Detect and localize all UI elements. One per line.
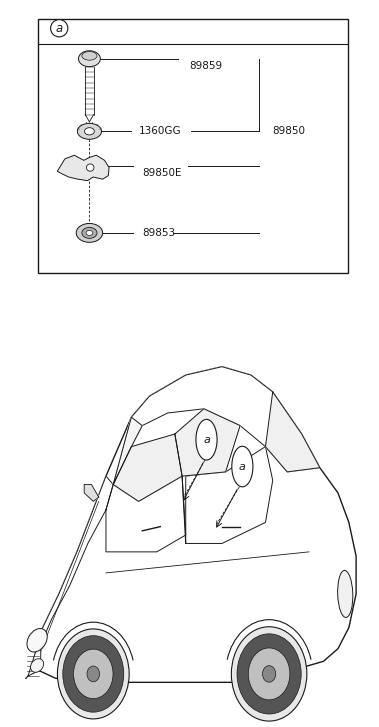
Circle shape: [232, 446, 253, 487]
Circle shape: [196, 419, 217, 460]
Polygon shape: [84, 484, 99, 502]
Ellipse shape: [87, 666, 100, 682]
Ellipse shape: [82, 228, 97, 238]
Ellipse shape: [248, 648, 290, 700]
Polygon shape: [57, 156, 109, 180]
Ellipse shape: [338, 571, 353, 617]
Ellipse shape: [76, 223, 103, 242]
Ellipse shape: [31, 659, 44, 672]
Ellipse shape: [77, 124, 102, 140]
Polygon shape: [38, 19, 348, 273]
Polygon shape: [265, 392, 320, 472]
Text: 1360GG: 1360GG: [138, 126, 181, 136]
Polygon shape: [26, 366, 356, 683]
Polygon shape: [113, 434, 182, 502]
Polygon shape: [113, 417, 142, 484]
Ellipse shape: [63, 635, 124, 712]
Ellipse shape: [74, 649, 113, 699]
Ellipse shape: [263, 666, 276, 682]
Text: 89859: 89859: [190, 61, 222, 71]
Ellipse shape: [86, 230, 93, 236]
Ellipse shape: [85, 128, 94, 135]
Text: a: a: [203, 435, 210, 445]
Ellipse shape: [27, 629, 47, 652]
Ellipse shape: [231, 627, 307, 721]
Text: 89850: 89850: [273, 126, 305, 136]
Ellipse shape: [57, 629, 129, 719]
Polygon shape: [26, 644, 41, 678]
Ellipse shape: [237, 634, 301, 714]
Text: a: a: [239, 462, 246, 472]
Text: a: a: [56, 22, 63, 35]
Polygon shape: [113, 366, 320, 484]
Text: 89850E: 89850E: [142, 169, 182, 178]
Polygon shape: [175, 409, 240, 476]
Ellipse shape: [82, 52, 97, 60]
Text: 89853: 89853: [142, 228, 175, 238]
Polygon shape: [35, 476, 113, 653]
Ellipse shape: [78, 51, 100, 67]
Ellipse shape: [86, 164, 94, 172]
